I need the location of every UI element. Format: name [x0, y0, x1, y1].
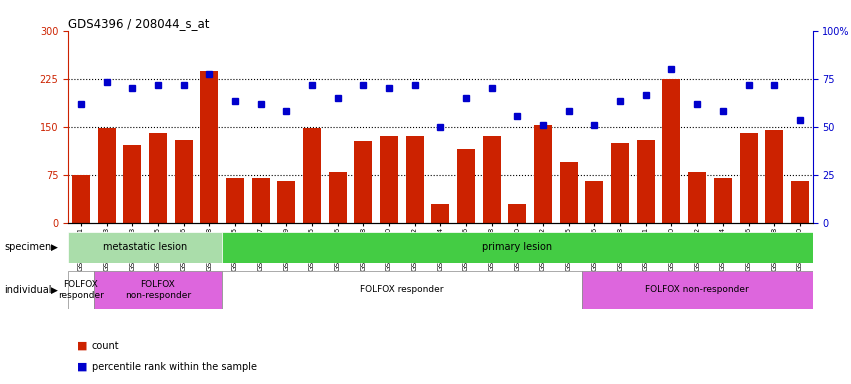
Bar	[791, 181, 808, 223]
Bar	[380, 136, 398, 223]
Bar	[637, 139, 654, 223]
Bar	[200, 71, 219, 223]
Text: FOLFOX
responder: FOLFOX responder	[58, 280, 104, 300]
Bar	[508, 204, 527, 223]
Text: FOLFOX responder: FOLFOX responder	[360, 285, 443, 295]
Text: ▶: ▶	[51, 285, 58, 295]
Bar	[662, 79, 681, 223]
Bar	[72, 175, 90, 223]
Bar	[174, 139, 192, 223]
Bar	[740, 133, 757, 223]
Bar	[457, 149, 475, 223]
Text: ▶: ▶	[51, 243, 58, 252]
Bar	[560, 162, 578, 223]
Bar	[222, 232, 813, 263]
Bar	[534, 126, 552, 223]
Text: individual: individual	[4, 285, 52, 295]
Bar	[226, 178, 244, 223]
Text: ■: ■	[77, 362, 87, 372]
Bar	[68, 271, 94, 309]
Bar	[688, 172, 706, 223]
Bar	[68, 232, 222, 263]
Bar	[98, 128, 116, 223]
Bar	[123, 145, 141, 223]
Bar	[354, 141, 373, 223]
Text: count: count	[92, 341, 119, 351]
Bar	[303, 128, 321, 223]
Bar	[277, 181, 295, 223]
Bar	[585, 181, 603, 223]
Text: metastatic lesion: metastatic lesion	[103, 242, 187, 252]
Bar	[222, 271, 581, 309]
Bar	[765, 130, 783, 223]
Text: ■: ■	[77, 341, 87, 351]
Bar	[252, 178, 270, 223]
Text: primary lesion: primary lesion	[483, 242, 552, 252]
Bar	[581, 271, 813, 309]
Bar	[431, 204, 449, 223]
Bar	[328, 172, 346, 223]
Text: specimen: specimen	[4, 242, 52, 252]
Bar	[483, 136, 500, 223]
Bar	[149, 133, 167, 223]
Text: percentile rank within the sample: percentile rank within the sample	[92, 362, 257, 372]
Bar	[406, 136, 424, 223]
Text: FOLFOX
non-responder: FOLFOX non-responder	[125, 280, 191, 300]
Bar	[94, 271, 222, 309]
Text: GDS4396 / 208044_s_at: GDS4396 / 208044_s_at	[68, 17, 209, 30]
Bar	[714, 178, 732, 223]
Text: FOLFOX non-responder: FOLFOX non-responder	[645, 285, 749, 295]
Bar	[611, 143, 629, 223]
